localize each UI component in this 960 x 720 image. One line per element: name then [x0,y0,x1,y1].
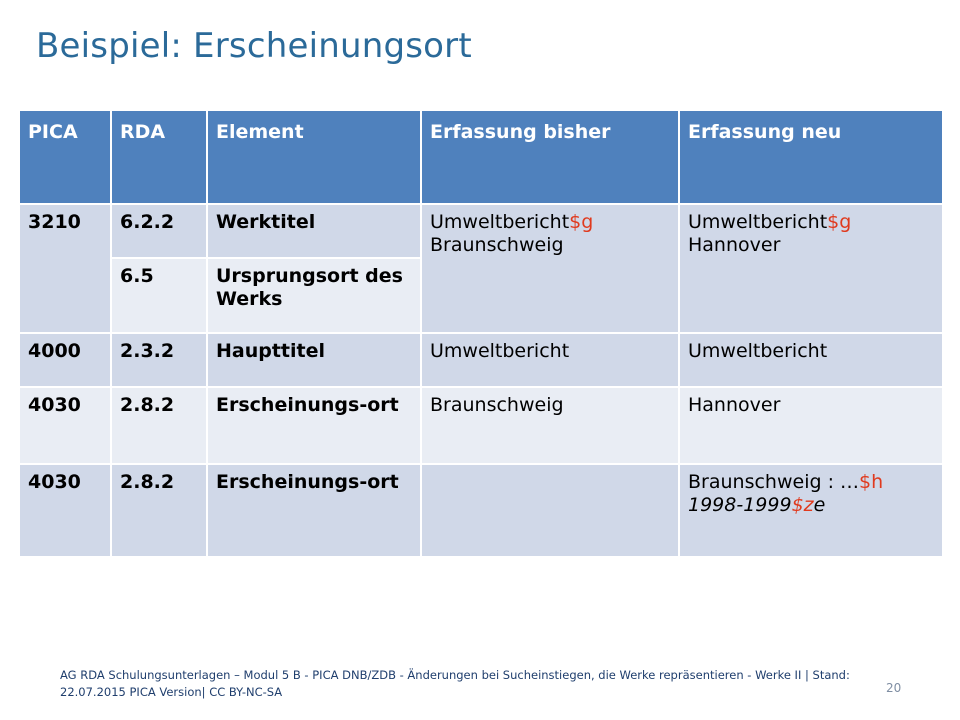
cell-pica: 4030 [18,463,112,558]
comparison-table: PICA RDA Element Erfassung bisher Erfass… [18,109,944,558]
cell-rda: 6.2.2 [110,203,208,259]
value-text: Umweltbericht [688,211,828,233]
cell-element: Haupttitel [206,332,422,388]
cell-erfassung-neu: Hannover [678,386,944,465]
subfield-code: $z [791,493,814,516]
slide-footer: AG RDA Schulungsunterlagen – Modul 5 B -… [60,668,850,700]
header-pica: PICA [18,109,112,205]
cell-pica: 3210 [18,203,112,334]
header-element: Element [206,109,422,205]
value-text: Braunschweig [430,233,564,256]
table-row: 6.5 Ursprungsort des Werks [19,257,943,334]
subfield-code: $g [827,211,852,233]
table-row: 3210 6.2.2 Werktitel Umweltbericht$g Brau… [18,203,944,334]
cell-rda: 2.8.2 [110,386,208,465]
page-number: 20 [886,681,902,695]
header-erfassung-bisher: Erfassung bisher [420,109,680,205]
subfield-code: $g [569,211,594,233]
table-header-row: PICA RDA Element Erfassung bisher Erfass… [18,109,944,205]
cell-erfassung-neu: Umweltbericht$g Hannover [678,203,944,334]
cell-erfassung-neu: Braunschweig : …$h 1998-1999$ze [678,463,944,558]
value-text: Umweltbericht [430,211,570,233]
cell-erfassung-bisher: Umweltbericht [420,332,680,388]
cell-element: Erscheinungs-ort [206,463,422,558]
cell-pica: 4000 [18,332,112,388]
cell-rda: 2.8.2 [110,463,208,558]
cell-erfassung-bisher: Braunschweig [420,386,680,465]
cell-element: Ursprungsort des Werks [206,257,422,334]
table-row: 4000 2.3.2 Haupttitel Umweltbericht Umwe… [18,332,944,388]
value-text: Hannover [688,233,781,256]
table-row: 4030 2.8.2 Erscheinungs-ort Braunschweig… [18,386,944,465]
value-text: Braunschweig : … [688,471,860,493]
subfield-code: $h [859,471,884,493]
cell-erfassung-neu: Umweltbericht [678,332,944,388]
header-erfassung-neu: Erfassung neu [678,109,944,205]
cell-rda: 6.5 [110,257,208,334]
cell-pica: 4030 [18,386,112,465]
cell-erfassung-bisher [420,463,680,558]
cell-element: Erscheinungs-ort [206,386,422,465]
cell-element: Werktitel [206,203,422,259]
value-text: e [813,493,826,516]
slide-title: Beispiel: Erscheinungsort [36,26,472,66]
cell-rda: 2.3.2 [110,332,208,388]
cell-erfassung-bisher: Umweltbericht$g Braunschweig [420,203,680,334]
header-rda: RDA [110,109,208,205]
value-text: 1998-1999 [688,493,792,516]
table-row: 4030 2.8.2 Erscheinungs-ort Braunschweig… [18,463,944,558]
